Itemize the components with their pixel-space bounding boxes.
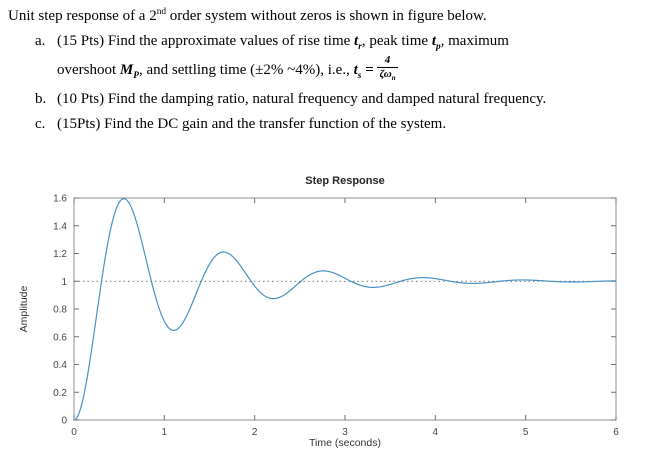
item-a-seg2: , peak time <box>361 33 432 49</box>
svg-text:0.6: 0.6 <box>53 332 67 343</box>
svg-text:4: 4 <box>433 427 439 438</box>
fraction-numerator: 4 <box>377 54 398 68</box>
ordinal-superscript: nd <box>156 7 167 17</box>
svg-text:0.8: 0.8 <box>53 304 67 315</box>
item-a-label: a. <box>35 33 46 49</box>
item-c-label: c. <box>35 115 46 132</box>
question-item-c: c. (15Pts) Find the DC gain and the tran… <box>8 114 643 135</box>
item-a-text: (15 Pts) Find the approximate values of … <box>57 31 643 85</box>
svg-text:2: 2 <box>252 427 258 438</box>
math-sub-mp: P <box>133 70 139 81</box>
fraction-denominator: ζωn <box>377 68 397 83</box>
chart-title: Step Response <box>305 174 385 187</box>
math-sub-tr: r <box>358 42 362 52</box>
svg-text:1.6: 1.6 <box>53 193 67 204</box>
math-sub-tp: p <box>435 42 441 52</box>
svg-text:1: 1 <box>61 276 67 287</box>
math-var-tr: t <box>354 33 359 49</box>
svg-text:0: 0 <box>61 415 67 426</box>
svg-text:1: 1 <box>162 427 168 438</box>
intro-text-cont: order system without zeros is shown in f… <box>166 8 487 24</box>
svg-text:3: 3 <box>342 427 348 438</box>
svg-text:5: 5 <box>523 427 529 438</box>
item-a-line2: overshoot MP, and settling time (±2% ~4%… <box>57 54 398 85</box>
x-axis-label: Time (seconds) <box>309 436 381 449</box>
math-var-ts: t <box>353 61 358 78</box>
math-sub-ts: s <box>357 70 362 81</box>
fraction-den-sub: n <box>391 74 396 82</box>
item-a-seg1: (15 Pts) Find the approximate values of … <box>57 33 355 49</box>
fraction-den-base: ζω <box>379 67 392 80</box>
question-item-b: b. (10 Pts) Find the damping ratio, natu… <box>8 89 643 110</box>
intro-text: Unit step response of a 2 <box>8 8 157 24</box>
step-response-plot: 0 1 2 3 4 5 6 0 0.2 0.4 0.6 0.8 1 1.2 1.4 1.6 <box>53 193 619 438</box>
question-item-a: a. (15 Pts) Find the approximate values … <box>8 31 643 85</box>
item-a-seg3: , maximum <box>440 33 509 49</box>
svg-text:0.2: 0.2 <box>53 387 67 398</box>
item-b-text: (10 Pts) Find the damping ratio, natural… <box>57 90 547 107</box>
item-a-seg4: overshoot <box>57 61 120 78</box>
settling-time-fraction: 4 ζωn <box>377 54 398 83</box>
svg-text:1.4: 1.4 <box>53 221 67 232</box>
svg-text:0: 0 <box>71 427 77 438</box>
svg-text:1.2: 1.2 <box>53 249 67 260</box>
step-response-figure: Step Response Amplitude 0 1 2 3 4 5 6 0 0.2 0.4 0.… <box>8 163 643 467</box>
item-c-text: (15Pts) Find the DC gain and the transfe… <box>57 115 447 132</box>
equals-sign: = <box>361 61 378 78</box>
svg-text:0.4: 0.4 <box>53 360 67 371</box>
item-a-seg5: , and settling time (±2% ~4%), i.e., <box>138 61 354 78</box>
question-intro: Unit step response of a 2nd order system… <box>8 6 643 27</box>
math-var-mp: M <box>119 61 134 78</box>
item-b-label: b. <box>35 90 47 107</box>
math-var-tp: t <box>431 33 436 49</box>
svg-text:6: 6 <box>613 427 619 438</box>
